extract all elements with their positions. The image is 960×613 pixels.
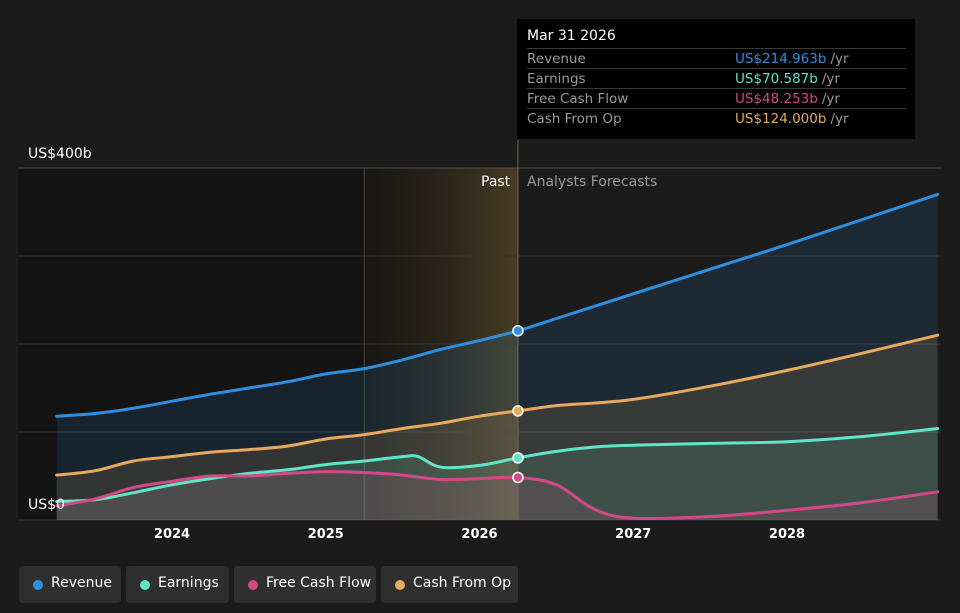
y-axis-top-label: US$400b [28, 146, 92, 162]
tooltip-row-value: US$124.000b/yr [735, 111, 849, 127]
legend-label: Earnings [158, 575, 219, 591]
legend-item-earnings[interactable]: Earnings [126, 566, 229, 603]
x-tick-label: 2026 [461, 527, 498, 542]
earnings-dot-icon [140, 580, 150, 590]
tooltip-row-label: Earnings [527, 71, 586, 87]
analysts-forecasts-label: Analysts Forecasts [527, 174, 658, 190]
revenue-line [55, 192, 940, 418]
x-tick-label: 2025 [307, 527, 344, 542]
earnings-line [55, 427, 940, 503]
revenue-dot-icon [33, 580, 43, 590]
earnings-marker [512, 452, 524, 464]
revenue-area [56, 194, 938, 520]
grid-lines [18, 167, 941, 521]
tooltip-row-value: US$214.963b/yr [735, 51, 849, 67]
legend-item-cash-from-op[interactable]: Cash From Op [381, 566, 518, 603]
tooltip-row-free-cash-flow: Free Cash Flow US$48.253b/yr [527, 88, 906, 109]
free-cash-flow-line [55, 470, 940, 521]
legend-item-revenue[interactable]: Revenue [19, 566, 121, 603]
tooltip-row-label: Free Cash Flow [527, 91, 629, 107]
free-cash-flow-area [56, 471, 938, 520]
x-tick-label: 2028 [768, 527, 806, 542]
past-label: Past [481, 174, 511, 190]
x-tick-label: 2024 [153, 527, 191, 542]
earnings-area [56, 428, 938, 520]
tooltip-date: Mar 31 2026 [527, 28, 616, 44]
tooltip: Mar 31 2026 Revenue US$214.963b/yr Earni… [517, 19, 915, 139]
free-cash-flow-marker [512, 471, 524, 484]
tooltip-row-cash-from-op: Cash From Op US$124.000b/yr [527, 108, 906, 129]
tooltip-row-value: US$70.587b/yr [735, 71, 840, 87]
legend-label: Revenue [51, 575, 112, 591]
tooltip-row-revenue: Revenue US$214.963b/yr [527, 48, 906, 69]
legend-label: Cash From Op [413, 575, 512, 591]
tooltip-row-label: Cash From Op [527, 111, 622, 127]
revenue-marker [512, 325, 524, 337]
x-tick-label: 2027 [615, 527, 652, 542]
y-axis-bottom-label: US$0 [28, 497, 65, 513]
free-cash-flow-dot-icon [248, 580, 258, 590]
cash-from-op-line [55, 333, 940, 477]
legend-label: Free Cash Flow [266, 575, 372, 591]
cash-from-op-marker [512, 405, 524, 417]
cash-from-op-dot-icon [395, 580, 405, 590]
legend-item-free-cash-flow[interactable]: Free Cash Flow [234, 566, 376, 603]
tooltip-row-label: Revenue [527, 51, 586, 67]
tooltip-row-value: US$48.253b/yr [735, 91, 840, 107]
tooltip-row-earnings: Earnings US$70.587b/yr [527, 68, 906, 89]
